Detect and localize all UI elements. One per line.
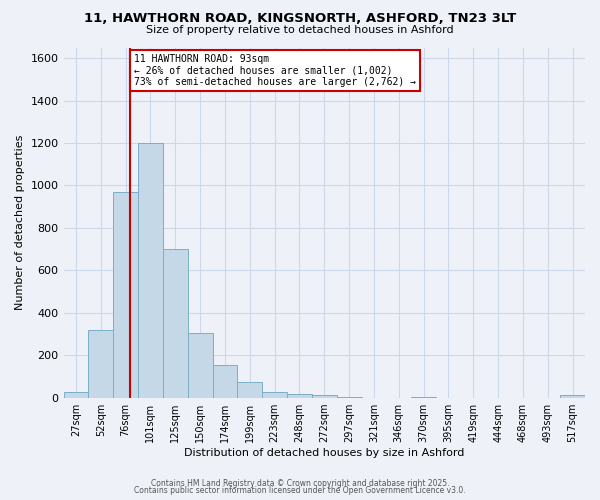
Text: Contains public sector information licensed under the Open Government Licence v3: Contains public sector information licen…: [134, 486, 466, 495]
Y-axis label: Number of detached properties: Number of detached properties: [15, 135, 25, 310]
X-axis label: Distribution of detached houses by size in Ashford: Distribution of detached houses by size …: [184, 448, 464, 458]
Bar: [138, 143, 163, 398]
Text: 11, HAWTHORN ROAD, KINGSNORTH, ASHFORD, TN23 3LT: 11, HAWTHORN ROAD, KINGSNORTH, ASHFORD, …: [84, 12, 516, 26]
Bar: [560, 396, 585, 398]
Bar: [287, 394, 312, 398]
Bar: [312, 396, 337, 398]
Bar: [238, 382, 262, 398]
Text: Contains HM Land Registry data © Crown copyright and database right 2025.: Contains HM Land Registry data © Crown c…: [151, 478, 449, 488]
Bar: [64, 392, 88, 398]
Text: 11 HAWTHORN ROAD: 93sqm
← 26% of detached houses are smaller (1,002)
73% of semi: 11 HAWTHORN ROAD: 93sqm ← 26% of detache…: [134, 54, 416, 87]
Bar: [262, 392, 287, 398]
Bar: [113, 192, 138, 398]
Bar: [411, 396, 436, 398]
Bar: [337, 396, 362, 398]
Bar: [212, 364, 238, 398]
Bar: [188, 333, 212, 398]
Bar: [88, 330, 113, 398]
Text: Size of property relative to detached houses in Ashford: Size of property relative to detached ho…: [146, 25, 454, 35]
Bar: [163, 249, 188, 398]
